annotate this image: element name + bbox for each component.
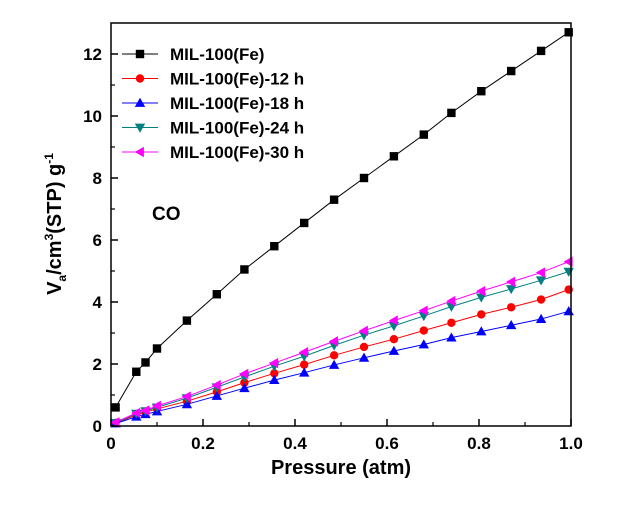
- data-point: [183, 316, 191, 324]
- data-point: [270, 242, 278, 250]
- x-axis-title: Pressure (atm): [271, 457, 411, 479]
- y-tick-label: 2: [93, 355, 102, 374]
- y-axis-title-part: (STP) g: [44, 164, 66, 234]
- data-point: [132, 368, 140, 376]
- x-tick-labels: 0 0.2 0.4 0.6 0.8 1.0: [106, 434, 583, 453]
- x-tick-label: 0.2: [191, 434, 215, 453]
- legend: MIL-100(Fe) MIL-100(Fe)-12 h MIL-100(Fe)-1…: [122, 45, 304, 162]
- y-tick-label: 10: [83, 107, 102, 126]
- data-point: [141, 358, 149, 366]
- data-point: [536, 267, 545, 277]
- legend-marker: [136, 74, 144, 82]
- data-point: [390, 335, 398, 343]
- series-group: [110, 257, 572, 428]
- series-group: [110, 268, 574, 428]
- data-point: [300, 219, 308, 227]
- legend-label: MIL-100(Fe)-30 h: [170, 143, 304, 162]
- data-point: [420, 130, 428, 138]
- legend-marker: [135, 147, 144, 157]
- legend-label: MIL-100(Fe)-12 h: [170, 70, 304, 89]
- data-point: [507, 67, 515, 75]
- data-point: [507, 303, 515, 311]
- legend-label: MIL-100(Fe): [170, 45, 264, 64]
- y-tick-label: 8: [93, 169, 102, 188]
- data-point: [390, 152, 398, 160]
- data-point: [213, 290, 221, 298]
- series-line: [116, 32, 569, 407]
- y-axis-title: Va/cm3(STP) g-1: [42, 153, 69, 295]
- gas-annotation: CO: [152, 204, 181, 225]
- y-axis-title-part: /cm: [44, 240, 66, 274]
- legend-label: MIL-100(Fe)-18 h: [170, 94, 304, 113]
- series-line: [116, 262, 569, 423]
- x-tick-label: 0.8: [467, 434, 491, 453]
- data-point: [330, 351, 338, 359]
- y-tick-labels: 0 2 4 6 8 10 12: [83, 45, 102, 436]
- data-point: [537, 295, 545, 303]
- data-point: [360, 174, 368, 182]
- y-tick-label: 4: [93, 293, 103, 312]
- legend-marker: [135, 124, 145, 133]
- data-point: [330, 196, 338, 204]
- data-point: [360, 343, 368, 351]
- legend-marker: [135, 98, 145, 107]
- data-point: [447, 109, 455, 117]
- legend-label: MIL-100(Fe)-24 h: [170, 119, 304, 138]
- x-tick-label: 0.4: [283, 434, 307, 453]
- legend-marker: [136, 50, 144, 58]
- y-tick-label: 6: [93, 231, 102, 250]
- data-point: [447, 319, 455, 327]
- y-axis-title-part: V: [44, 281, 66, 295]
- data-point: [477, 87, 485, 95]
- data-point: [564, 306, 574, 315]
- data-point: [111, 403, 119, 411]
- y-tick-label: 0: [93, 417, 102, 436]
- data-point: [240, 265, 248, 273]
- x-tick-label: 1.0: [559, 434, 583, 453]
- x-tick-label: 0.6: [375, 434, 399, 453]
- y-tick-label: 12: [83, 45, 102, 64]
- data-point: [477, 310, 485, 318]
- data-point: [153, 344, 161, 352]
- y-axis-title-superscript: -1: [42, 153, 56, 164]
- x-tick-label: 0: [106, 434, 115, 453]
- series-group: [110, 306, 574, 427]
- data-point: [537, 47, 545, 55]
- data-point: [420, 326, 428, 334]
